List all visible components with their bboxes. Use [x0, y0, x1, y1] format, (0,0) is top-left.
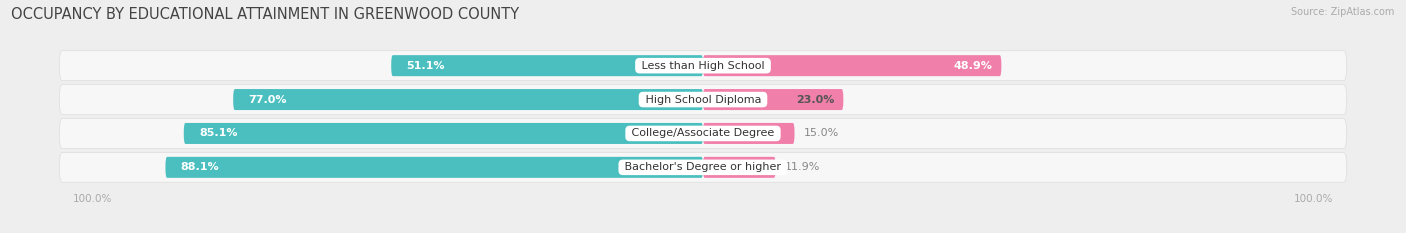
- FancyBboxPatch shape: [59, 51, 1347, 81]
- Text: Less than High School: Less than High School: [638, 61, 768, 71]
- Text: Source: ZipAtlas.com: Source: ZipAtlas.com: [1291, 7, 1395, 17]
- FancyBboxPatch shape: [59, 85, 1347, 114]
- Text: High School Diploma: High School Diploma: [641, 95, 765, 105]
- Text: 11.9%: 11.9%: [785, 162, 820, 172]
- Text: OCCUPANCY BY EDUCATIONAL ATTAINMENT IN GREENWOOD COUNTY: OCCUPANCY BY EDUCATIONAL ATTAINMENT IN G…: [11, 7, 519, 22]
- FancyBboxPatch shape: [703, 123, 794, 144]
- FancyBboxPatch shape: [233, 89, 703, 110]
- Text: 88.1%: 88.1%: [181, 162, 219, 172]
- Text: 77.0%: 77.0%: [249, 95, 287, 105]
- Text: Bachelor's Degree or higher: Bachelor's Degree or higher: [621, 162, 785, 172]
- Text: 48.9%: 48.9%: [953, 61, 993, 71]
- Text: 15.0%: 15.0%: [804, 128, 839, 138]
- FancyBboxPatch shape: [703, 89, 844, 110]
- FancyBboxPatch shape: [391, 55, 703, 76]
- FancyBboxPatch shape: [166, 157, 703, 178]
- Text: College/Associate Degree: College/Associate Degree: [628, 128, 778, 138]
- Text: 23.0%: 23.0%: [796, 95, 834, 105]
- FancyBboxPatch shape: [59, 152, 1347, 182]
- Text: 85.1%: 85.1%: [200, 128, 238, 138]
- Text: 51.1%: 51.1%: [406, 61, 444, 71]
- FancyBboxPatch shape: [59, 119, 1347, 148]
- FancyBboxPatch shape: [184, 123, 703, 144]
- FancyBboxPatch shape: [703, 55, 1001, 76]
- FancyBboxPatch shape: [703, 157, 776, 178]
